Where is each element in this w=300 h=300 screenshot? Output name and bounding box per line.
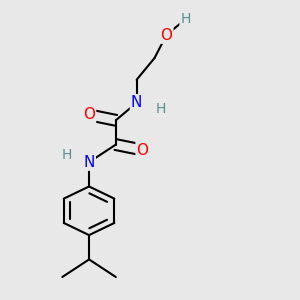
- Text: H: H: [181, 12, 191, 26]
- Text: O: O: [83, 107, 95, 122]
- Text: O: O: [136, 142, 148, 158]
- Text: H: H: [155, 103, 166, 116]
- Text: H: H: [61, 148, 72, 162]
- Text: N: N: [83, 155, 95, 170]
- Text: O: O: [160, 28, 172, 43]
- Text: N: N: [131, 95, 142, 110]
